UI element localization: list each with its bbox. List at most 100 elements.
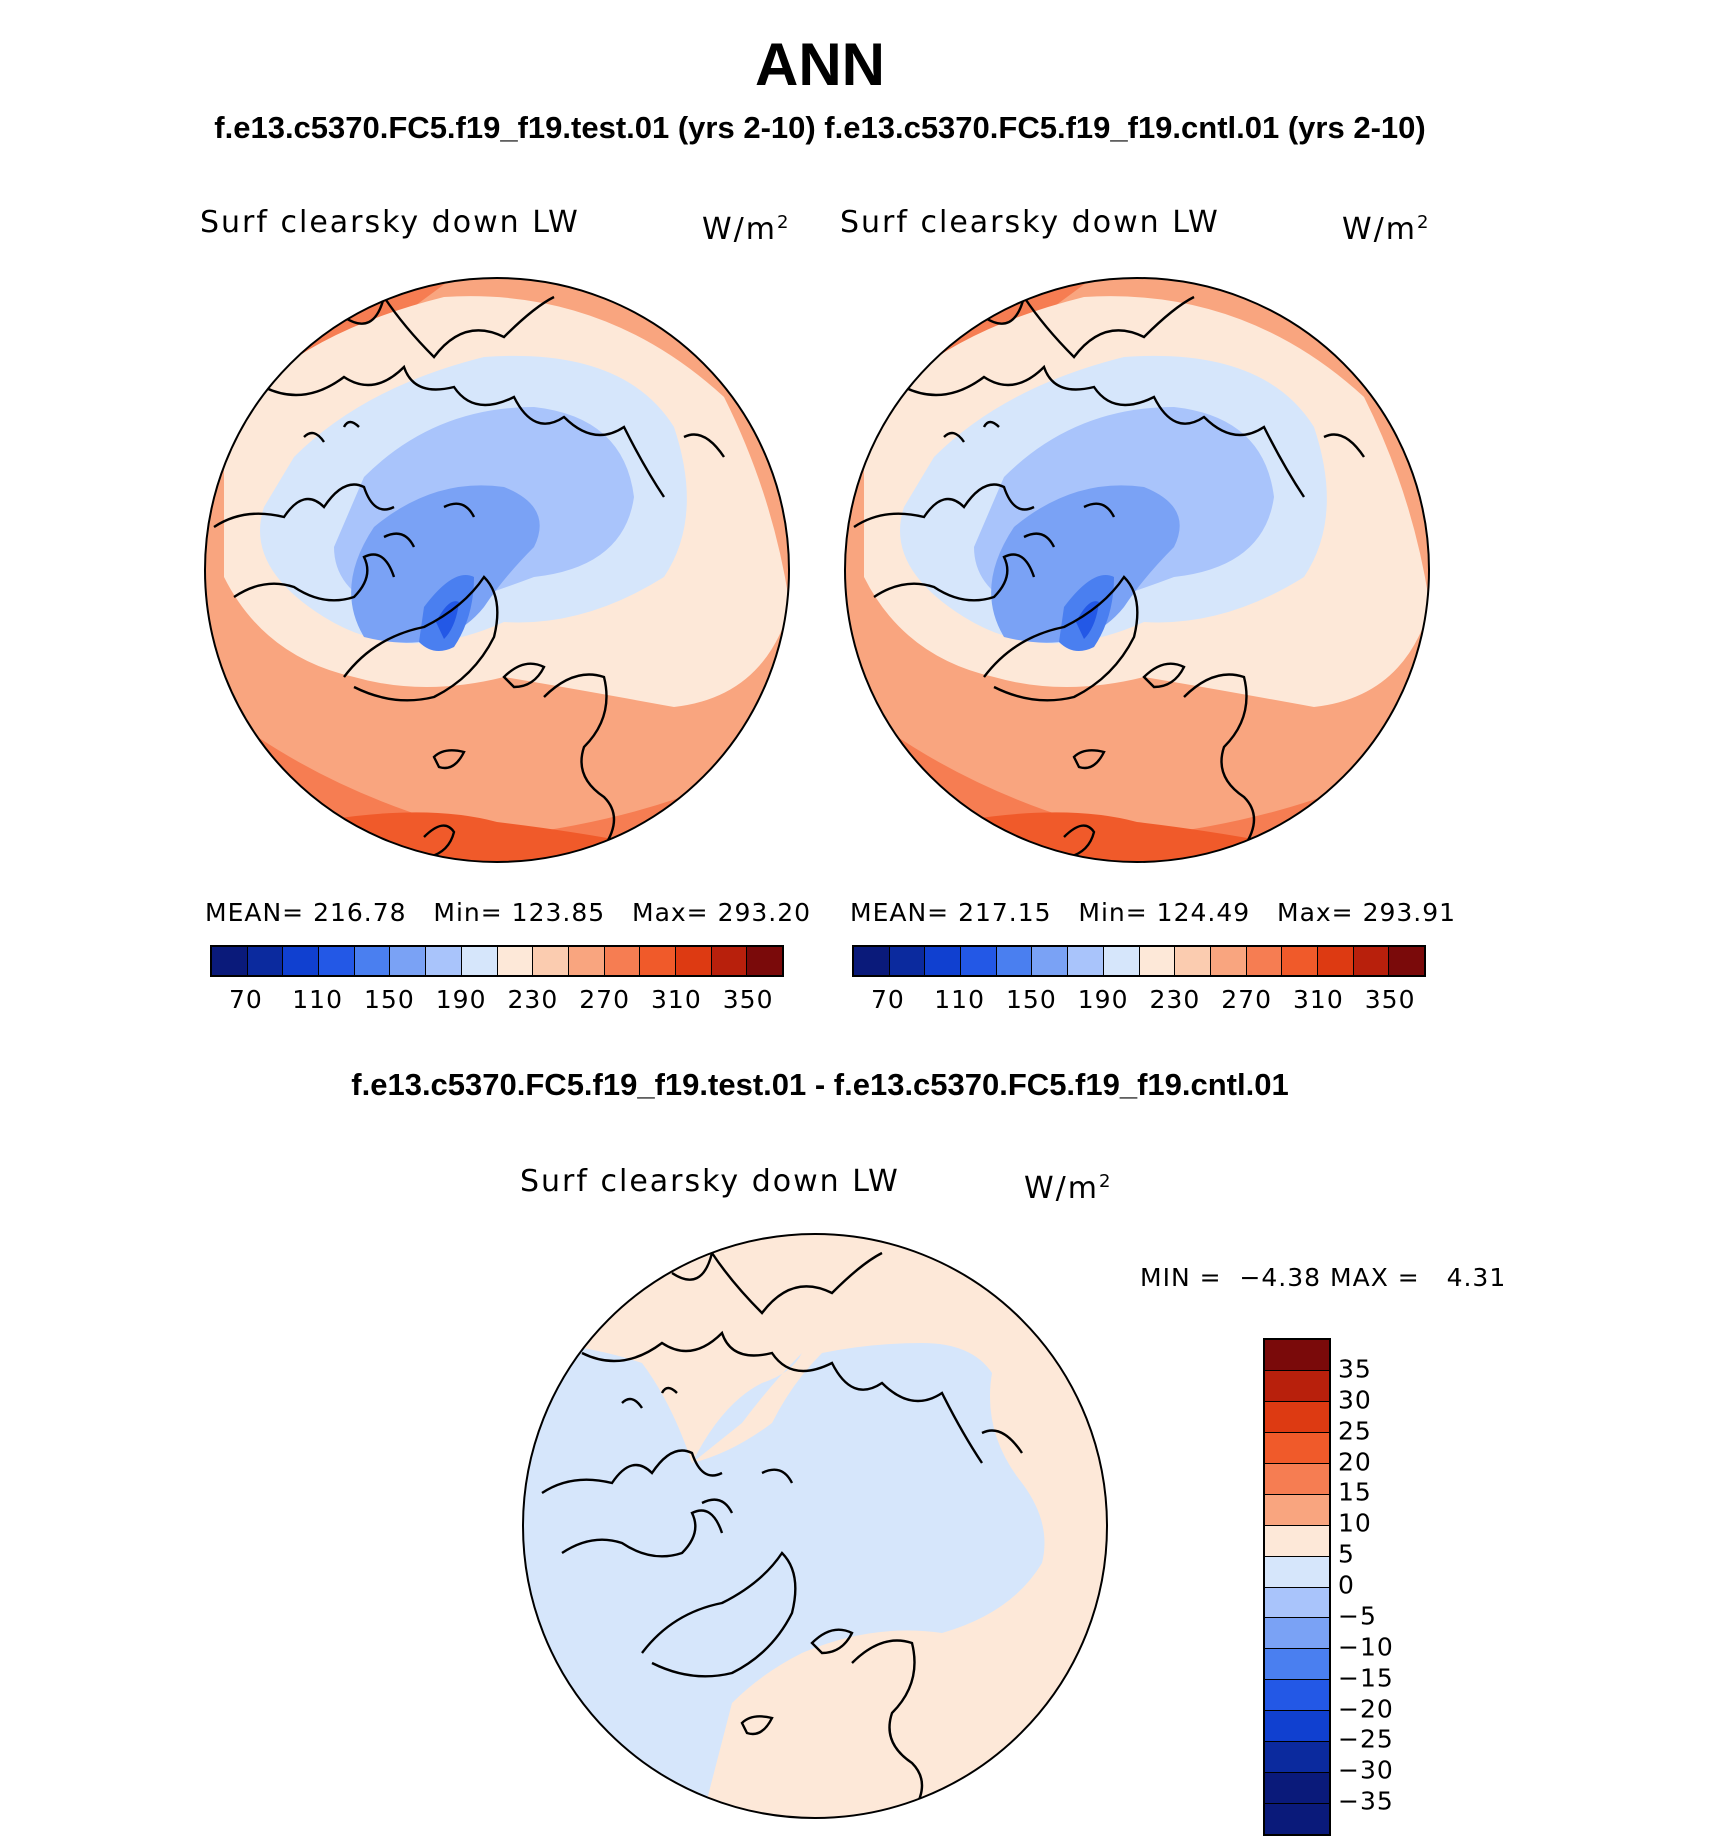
colorbar-tick-label: 230 [1149, 985, 1201, 1014]
colorbar-swatch [1068, 947, 1104, 975]
colorbar-swatch [1265, 1494, 1329, 1526]
coastlines [541, 1250, 1023, 1814]
colorbar-swatch [533, 947, 569, 975]
colorbar-swatch [1210, 947, 1247, 975]
colorbar-swatch [889, 947, 926, 975]
colorbar-tick-label: 310 [651, 985, 702, 1014]
colorbar-tick-label: 350 [722, 985, 774, 1014]
diff-field-negative-2 [692, 1353, 802, 1463]
coastlines [213, 294, 725, 859]
colorbar-tick-label: −35 [1338, 1786, 1394, 1816]
colorbar-swatch [319, 947, 355, 975]
colorbar-swatch [1265, 1773, 1329, 1805]
diff-colorbar-ticks: 35 30 25 20 15 10 5 0 −5 −10 −15 −20 −25 −30 −35 [1338, 1338, 1438, 1832]
colorbar-swatch [1265, 1649, 1329, 1681]
colorbar-swatch [1265, 1711, 1329, 1743]
panel1-variable-label: Surf clearsky down LW [200, 205, 580, 240]
panel1-colorbar-ticks: 70 110 150 190 230 270 310 350 [210, 985, 784, 1017]
colorbar-tick-label: 150 [364, 985, 415, 1014]
colorbar-swatch [247, 947, 284, 975]
panel2-units: W/m2 [1342, 212, 1431, 247]
panel2-colorbar-ticks: 70 110 150 190 230 270 310 350 [852, 985, 1426, 1017]
colorbar-swatch [1032, 947, 1069, 975]
panel2-colorbar [852, 945, 1426, 977]
colorbar-tick-label: 270 [579, 985, 630, 1014]
colorbar-tick-label: 70 [228, 985, 263, 1014]
panel2-variable-label: Surf clearsky down LW [840, 205, 1220, 240]
colorbar-tick-label: −20 [1338, 1694, 1394, 1723]
colorbar-tick-label: 35 [1338, 1354, 1372, 1384]
colorbar-tick-label: 0 [1338, 1570, 1355, 1600]
diff-polar-map [522, 1233, 1108, 1819]
colorbar-swatch [283, 947, 320, 975]
diff-minmax-stats: MIN = −4.38 MAX = 4.31 [1140, 1263, 1507, 1292]
colorbar-tick-label: −15 [1338, 1663, 1394, 1693]
colorbar-tick-label: 5 [1338, 1539, 1355, 1569]
colorbar-swatch [497, 947, 534, 975]
colorbar-swatch [1353, 947, 1390, 975]
colorbar-swatch [1139, 947, 1176, 975]
diff-colorbar [1263, 1338, 1331, 1836]
colorbar-swatch [426, 947, 462, 975]
colorbar-tick-label: −5 [1338, 1601, 1377, 1631]
panel2-stats: MEAN= 217.15 Min= 124.49 Max= 293.91 [850, 898, 1457, 927]
colorbar-swatch [390, 947, 427, 975]
colorbar-swatch [1103, 947, 1140, 975]
colorbar-swatch [1282, 947, 1318, 975]
colorbar-tick-label: −10 [1338, 1632, 1394, 1662]
page-subtitle: f.e13.c5370.FC5.f19_f19.test.01 (yrs 2-1… [214, 110, 1426, 145]
colorbar-swatch [996, 947, 1033, 975]
colorbar-swatch [1265, 1804, 1329, 1834]
panel1-units: W/m2 [702, 212, 791, 247]
colorbar-tick-label: 110 [934, 985, 985, 1014]
colorbar-swatch [854, 947, 890, 975]
colorbar-tick-label: 350 [1364, 985, 1416, 1014]
field-band-core [1076, 601, 1099, 639]
diff-variable-label: Surf clearsky down LW [520, 1164, 900, 1199]
colorbar-tick-label: 190 [435, 985, 487, 1014]
page-title: ANN [755, 31, 885, 98]
colorbar-swatch [1265, 1370, 1329, 1402]
colorbar-swatch [568, 947, 605, 975]
colorbar-swatch [1265, 1525, 1329, 1557]
colorbar-swatch [711, 947, 748, 975]
diff-field-negative [523, 1343, 1045, 1818]
colorbar-swatch [1389, 947, 1424, 975]
colorbar-tick-label: 150 [1006, 985, 1057, 1014]
panel1-colorbar [210, 945, 784, 977]
panel1-polar-map [204, 277, 790, 863]
panel1-stats: MEAN= 216.78 Min= 123.85 Max= 293.20 [205, 898, 812, 927]
colorbar-swatch [212, 947, 248, 975]
colorbar-tick-label: 310 [1293, 985, 1344, 1014]
colorbar-swatch [1265, 1742, 1329, 1774]
field-band-colder [991, 485, 1180, 643]
panel2-polar-map [844, 277, 1430, 863]
colorbar-swatch [604, 947, 641, 975]
colorbar-tick-label: 230 [507, 985, 559, 1014]
colorbar-swatch [925, 947, 962, 975]
colorbar-swatch [1265, 1401, 1329, 1433]
colorbar-tick-label: 70 [870, 985, 905, 1014]
colorbar-swatch [1265, 1432, 1329, 1464]
colorbar-swatch [1265, 1680, 1329, 1712]
colorbar-swatch [1265, 1340, 1329, 1371]
colorbar-tick-label: 15 [1338, 1477, 1372, 1507]
colorbar-swatch [461, 947, 498, 975]
colorbar-swatch [354, 947, 391, 975]
colorbar-tick-label: −30 [1338, 1755, 1394, 1785]
colorbar-tick-label: 190 [1077, 985, 1129, 1014]
diff-title: f.e13.c5370.FC5.f19_f19.test.01 - f.e13.… [351, 1067, 1289, 1102]
colorbar-swatch [1317, 947, 1354, 975]
colorbar-tick-label: −25 [1338, 1724, 1394, 1754]
colorbar-swatch [961, 947, 997, 975]
colorbar-swatch [1265, 1463, 1329, 1495]
colorbar-tick-label: 25 [1338, 1416, 1372, 1446]
colorbar-swatch [1246, 947, 1283, 975]
colorbar-tick-label: 10 [1338, 1508, 1372, 1538]
colorbar-tick-label: 30 [1338, 1385, 1372, 1415]
field-band-colder [351, 485, 540, 643]
colorbar-swatch [1265, 1587, 1329, 1619]
colorbar-swatch [640, 947, 676, 975]
colorbar-swatch [1175, 947, 1211, 975]
colorbar-tick-label: 270 [1221, 985, 1272, 1014]
